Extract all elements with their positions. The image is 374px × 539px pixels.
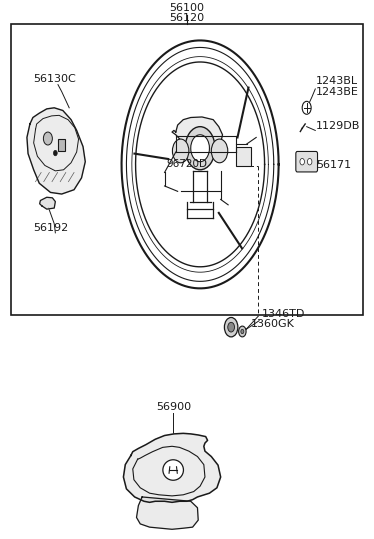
Polygon shape — [172, 117, 223, 147]
Circle shape — [228, 322, 234, 332]
Text: 56100: 56100 — [169, 3, 205, 13]
Circle shape — [307, 158, 312, 165]
Circle shape — [43, 132, 52, 145]
Text: 1360GK: 1360GK — [251, 319, 294, 329]
Polygon shape — [40, 197, 55, 209]
Circle shape — [241, 329, 244, 334]
Polygon shape — [123, 433, 221, 502]
Text: 56120: 56120 — [169, 12, 205, 23]
Circle shape — [239, 326, 246, 337]
Text: 96720D: 96720D — [166, 159, 208, 169]
Circle shape — [53, 150, 57, 156]
Circle shape — [185, 127, 215, 170]
Circle shape — [302, 101, 311, 114]
Polygon shape — [137, 497, 198, 529]
Circle shape — [211, 139, 228, 163]
Text: 1243BE: 1243BE — [316, 87, 359, 97]
FancyBboxPatch shape — [296, 151, 318, 172]
Circle shape — [300, 158, 304, 165]
Text: 56192: 56192 — [33, 223, 68, 233]
Bar — [58, 139, 65, 151]
Bar — [236, 147, 251, 166]
Text: 56900: 56900 — [156, 402, 191, 412]
Text: 1346TD: 1346TD — [262, 309, 305, 319]
Bar — [11, 24, 363, 315]
Circle shape — [191, 135, 209, 162]
Ellipse shape — [163, 460, 183, 480]
Circle shape — [172, 139, 189, 163]
Text: 1243BL: 1243BL — [316, 76, 358, 86]
Text: 1129DB: 1129DB — [316, 121, 361, 131]
Text: 56130C: 56130C — [33, 73, 76, 84]
Polygon shape — [27, 108, 85, 194]
Text: 56171: 56171 — [316, 160, 351, 170]
Circle shape — [224, 317, 238, 337]
